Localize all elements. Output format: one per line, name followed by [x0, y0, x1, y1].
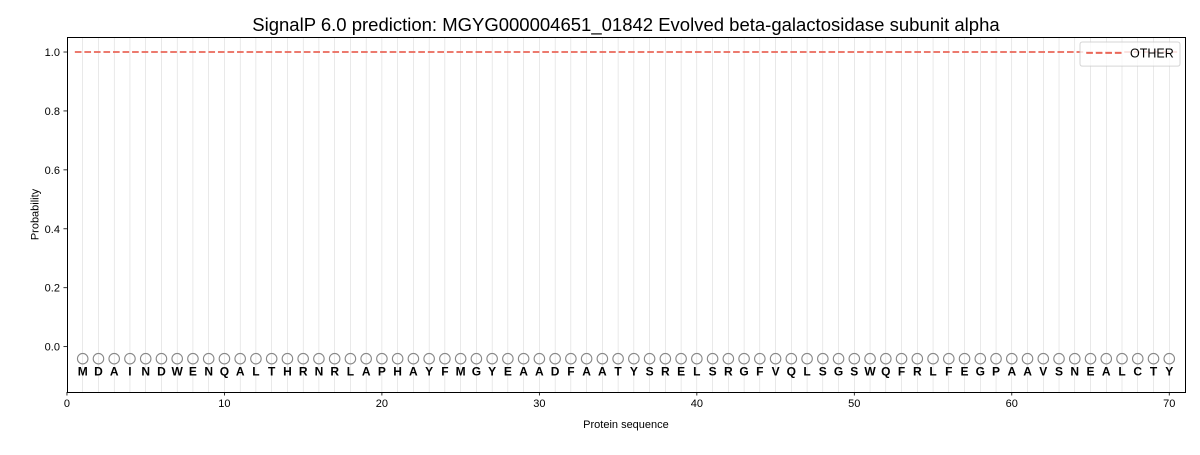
- svg-text:70: 70: [1163, 398, 1175, 410]
- svg-text:A: A: [598, 364, 607, 378]
- svg-text:S: S: [709, 364, 717, 378]
- svg-text:A: A: [1023, 364, 1032, 378]
- svg-text:A: A: [535, 364, 544, 378]
- svg-text:R: R: [330, 364, 339, 378]
- svg-text:N: N: [1070, 364, 1079, 378]
- svg-text:G: G: [976, 364, 985, 378]
- svg-text:S: S: [819, 364, 827, 378]
- svg-text:60: 60: [1006, 398, 1018, 410]
- svg-text:P: P: [378, 364, 386, 378]
- svg-text:A: A: [409, 364, 418, 378]
- svg-text:T: T: [268, 364, 276, 378]
- svg-text:Y: Y: [630, 364, 638, 378]
- svg-text:1.0: 1.0: [45, 47, 60, 59]
- svg-text:Y: Y: [425, 364, 433, 378]
- svg-text:Q: Q: [881, 364, 890, 378]
- svg-text:F: F: [898, 364, 905, 378]
- svg-text:Protein sequence: Protein sequence: [583, 419, 669, 431]
- svg-text:V: V: [772, 364, 780, 378]
- svg-text:F: F: [567, 364, 574, 378]
- svg-text:D: D: [157, 364, 166, 378]
- svg-text:L: L: [347, 364, 354, 378]
- svg-text:E: E: [677, 364, 685, 378]
- svg-text:G: G: [834, 364, 843, 378]
- svg-text:W: W: [172, 364, 184, 378]
- svg-text:L: L: [693, 364, 700, 378]
- svg-text:L: L: [252, 364, 259, 378]
- svg-text:0.6: 0.6: [45, 165, 60, 177]
- svg-text:R: R: [299, 364, 308, 378]
- svg-text:E: E: [504, 364, 512, 378]
- svg-text:L: L: [929, 364, 936, 378]
- svg-text:S: S: [1055, 364, 1063, 378]
- svg-text:Y: Y: [1165, 364, 1173, 378]
- svg-text:10: 10: [218, 398, 230, 410]
- svg-text:50: 50: [848, 398, 860, 410]
- svg-text:Q: Q: [220, 364, 229, 378]
- svg-text:40: 40: [691, 398, 703, 410]
- svg-text:E: E: [1087, 364, 1095, 378]
- svg-text:S: S: [850, 364, 858, 378]
- svg-text:A: A: [362, 364, 371, 378]
- svg-text:Y: Y: [488, 364, 496, 378]
- svg-text:A: A: [582, 364, 591, 378]
- svg-text:L: L: [1118, 364, 1125, 378]
- svg-text:M: M: [456, 364, 466, 378]
- svg-text:L: L: [803, 364, 810, 378]
- svg-text:OTHER: OTHER: [1130, 46, 1174, 60]
- svg-text:F: F: [756, 364, 763, 378]
- svg-text:G: G: [739, 364, 748, 378]
- svg-text:H: H: [393, 364, 402, 378]
- svg-text:N: N: [204, 364, 213, 378]
- svg-text:V: V: [1039, 364, 1047, 378]
- svg-text:T: T: [614, 364, 622, 378]
- svg-text:R: R: [724, 364, 733, 378]
- svg-text:30: 30: [533, 398, 545, 410]
- svg-text:20: 20: [376, 398, 388, 410]
- svg-text:E: E: [189, 364, 197, 378]
- svg-text:0.2: 0.2: [45, 283, 60, 295]
- svg-text:A: A: [110, 364, 119, 378]
- svg-text:G: G: [472, 364, 481, 378]
- svg-text:T: T: [1150, 364, 1158, 378]
- svg-text:Q: Q: [787, 364, 796, 378]
- svg-text:F: F: [441, 364, 448, 378]
- svg-text:0.4: 0.4: [45, 224, 60, 236]
- svg-text:C: C: [1133, 364, 1142, 378]
- svg-text:D: D: [94, 364, 103, 378]
- svg-text:0.0: 0.0: [45, 342, 60, 354]
- svg-text:R: R: [913, 364, 922, 378]
- svg-text:F: F: [945, 364, 952, 378]
- svg-text:SignalP 6.0 prediction: MGYG00: SignalP 6.0 prediction: MGYG000004651_01…: [252, 14, 1000, 36]
- svg-text:N: N: [141, 364, 150, 378]
- svg-text:P: P: [992, 364, 1000, 378]
- svg-text:M: M: [78, 364, 88, 378]
- svg-text:A: A: [1007, 364, 1016, 378]
- svg-text:I: I: [128, 364, 131, 378]
- svg-text:Probability: Probability: [29, 188, 41, 240]
- svg-text:R: R: [661, 364, 670, 378]
- svg-text:0.8: 0.8: [45, 106, 60, 118]
- svg-text:D: D: [551, 364, 560, 378]
- svg-text:A: A: [519, 364, 528, 378]
- svg-text:W: W: [864, 364, 876, 378]
- svg-text:S: S: [646, 364, 654, 378]
- svg-text:E: E: [961, 364, 969, 378]
- svg-text:N: N: [315, 364, 324, 378]
- svg-text:H: H: [283, 364, 292, 378]
- svg-text:0: 0: [64, 398, 70, 410]
- svg-text:A: A: [1102, 364, 1111, 378]
- svg-text:A: A: [236, 364, 245, 378]
